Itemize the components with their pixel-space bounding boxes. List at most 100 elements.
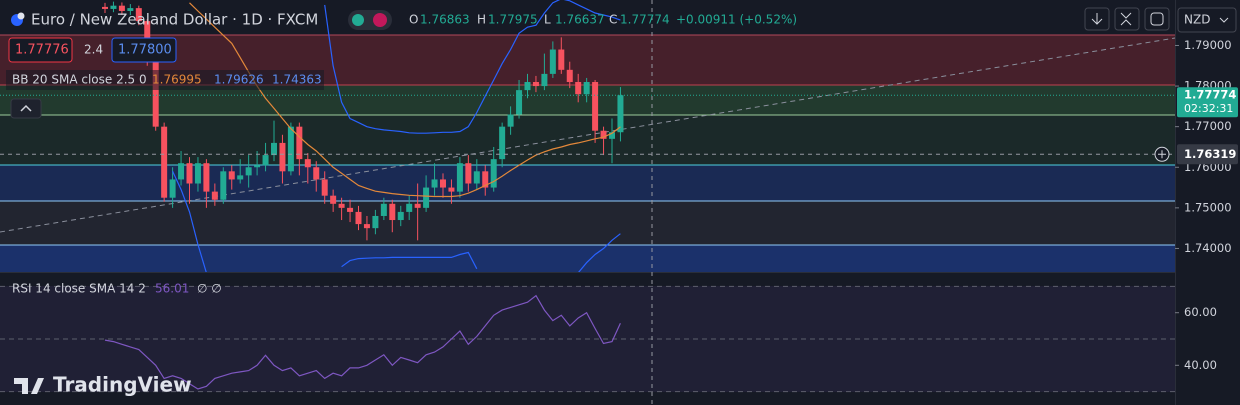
change: +0.00911 (+0.52%) [676,13,797,27]
candle-body [507,114,514,127]
rsi-pane [0,285,1175,393]
candle-body [363,224,370,229]
currency: NZD [1184,13,1210,27]
candle-body [169,179,176,198]
y-tick-label: 1.74000 [1184,241,1232,255]
candle-body [532,82,539,87]
toolbar-icon [1120,12,1132,26]
candle-body [262,155,269,166]
ohlc-label: L [544,13,551,27]
indicator-value: 1.79626 [214,73,264,87]
candle-body [617,95,624,133]
candle-body [178,163,185,180]
candle-body [482,171,489,188]
candle-body [431,179,438,188]
candle-body [330,195,337,204]
ohlc-label: C [609,13,617,27]
header: Euro / New Zealand Dollar · 1D · FXCM O … [6,7,1237,397]
candle-body [254,165,261,168]
zone [0,165,1175,201]
symbol-title: Euro / New Zealand Dollar · 1D · FXCM [31,11,318,29]
rsi-label: RSI 14 close SMA 14 2 [12,282,146,296]
candle-body [423,187,430,208]
rsi-extra: ∅ ∅ [197,282,222,296]
indicator-line [104,294,621,390]
collapse-icon [20,104,32,112]
candle-body [118,5,125,11]
dropdown-icon [1219,17,1229,23]
candle-body [287,126,294,172]
indicator-value: 1.74363 [272,73,322,87]
candle-body [102,6,108,9]
candle-body [448,187,455,192]
candle-body [516,90,523,115]
buy-price: 1.77800 [118,43,172,58]
candle-body [152,61,159,127]
sell-button[interactable] [8,37,73,63]
y-tick-label: 1.79000 [1184,38,1232,52]
collapse-button[interactable] [10,98,42,119]
candle-body [194,163,201,184]
candle-body [465,163,472,184]
toolbar-button[interactable] [1144,7,1170,31]
last-price-box [1177,87,1238,118]
toggle-dot [373,13,387,27]
indicator-line [172,171,621,272]
candle-body [313,167,320,180]
indicator-line [324,0,621,134]
last-price: 1.77774 [1184,88,1236,102]
ohlc-label: H [477,13,486,27]
candle-body [380,203,387,216]
toolbar-button[interactable] [1114,7,1140,31]
crosshair-box [1177,144,1238,165]
candle-body [186,163,193,184]
candle-body [110,5,117,9]
price-axis [1175,0,1240,405]
candle-body [237,175,244,180]
crosshair-price: 1.76319 [1184,147,1236,161]
toolbar-icon [1091,13,1103,25]
ohlc-label: O [409,13,418,27]
symbol-icon [17,12,25,20]
rsi-value: 56.01 [155,282,189,296]
candle-body [575,82,582,95]
candle-body [220,171,227,200]
buy-button[interactable] [111,37,177,63]
countdown: 02:32:31 [1184,102,1233,115]
ohlc-value: 1.76863 [420,13,470,27]
candle-body [279,142,286,172]
trend-line [0,37,1176,233]
ohlc-value: 1.76637 [555,13,605,27]
y-tick-label: 60.00 [1184,305,1217,319]
currency-button[interactable] [1177,7,1237,33]
candle-body [389,203,396,221]
toolbar-icon [1150,12,1164,26]
candle-body [397,211,404,221]
candle-body [414,203,421,208]
candle-body [609,132,615,139]
candle-body [296,126,303,160]
candle-body [321,179,328,196]
candle-body [490,159,497,188]
candle-body [406,203,413,212]
candle-body [524,82,531,91]
ohlc-value: 1.77975 [488,13,538,27]
candle-body [127,8,134,11]
candle-body [228,171,235,180]
spread: 2.4 [84,43,103,57]
candle-body [347,207,354,212]
candle-body [456,163,463,192]
sell-price: 1.77776 [15,43,69,58]
candle-body [372,215,379,229]
ohlc-value: 1.77774 [620,13,670,27]
candle-body [161,126,168,198]
candle-body [558,49,565,70]
candle-body [245,167,252,176]
candle-body [600,130,607,139]
legend-bg [6,70,324,90]
candle-body [203,163,210,192]
indicator-label: BB 20 SMA close 2.5 0 [12,73,147,87]
candle-body [440,179,446,188]
y-tick-label: 1.75000 [1184,200,1232,214]
